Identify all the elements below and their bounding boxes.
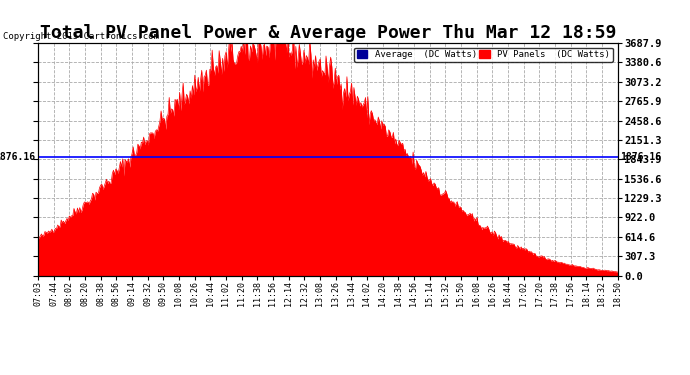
Legend: Average  (DC Watts), PV Panels  (DC Watts): Average (DC Watts), PV Panels (DC Watts) [354, 48, 613, 62]
Text: Copyright 2015 Cartronics.com: Copyright 2015 Cartronics.com [3, 32, 159, 41]
Text: 1876.16: 1876.16 [0, 152, 35, 162]
Text: 1876.16: 1876.16 [620, 152, 662, 162]
Title: Total PV Panel Power & Average Power Thu Mar 12 18:59: Total PV Panel Power & Average Power Thu… [39, 24, 616, 42]
